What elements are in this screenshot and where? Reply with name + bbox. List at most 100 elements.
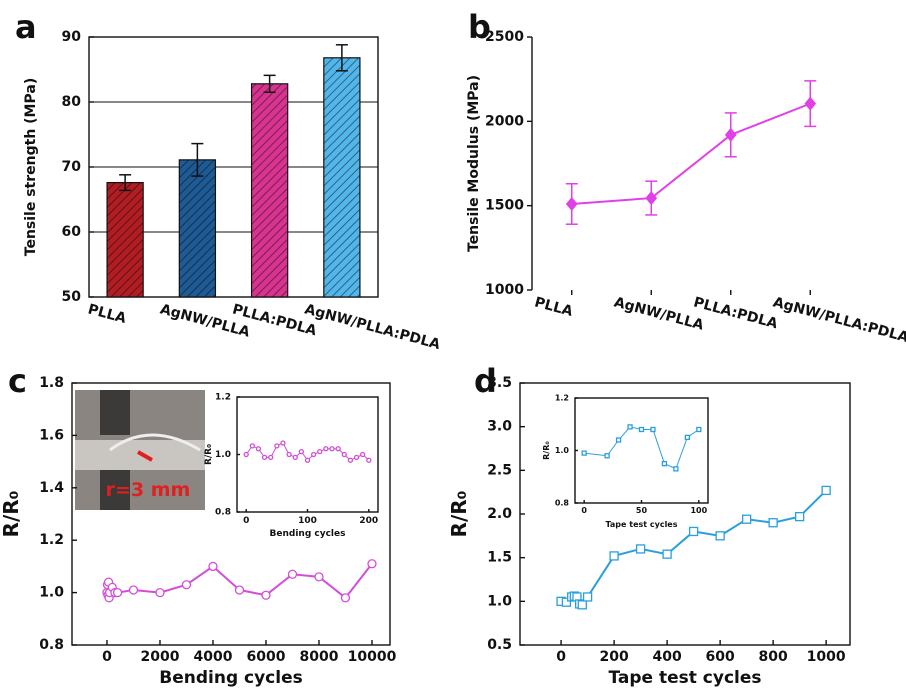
marker xyxy=(696,426,702,433)
photo-film xyxy=(109,433,201,452)
photo-arrow xyxy=(137,450,153,462)
y-tick-label: 1.2 xyxy=(555,394,569,403)
x-tick-label: 4000 xyxy=(193,649,232,665)
bar xyxy=(178,159,217,298)
photo-clamp xyxy=(100,390,130,435)
marker xyxy=(286,451,292,458)
y-axis-label: R/R₀ xyxy=(0,491,23,538)
panel-label: a xyxy=(15,8,37,46)
panel-label: c xyxy=(8,362,27,400)
marker xyxy=(274,443,280,449)
marker xyxy=(604,453,610,459)
marker xyxy=(715,531,725,541)
marker xyxy=(341,451,347,458)
data-line xyxy=(571,102,811,205)
marker xyxy=(561,597,572,607)
y-tick-label: 1.4 xyxy=(39,480,64,496)
marker xyxy=(645,191,658,206)
x-tick-label: 200 xyxy=(359,516,378,526)
marker xyxy=(360,451,366,458)
marker xyxy=(684,434,691,441)
x-tick-label: 400 xyxy=(652,649,681,665)
marker xyxy=(367,559,377,569)
y-tick-label: 0.8 xyxy=(215,508,231,518)
marker xyxy=(249,443,255,449)
marker xyxy=(208,561,218,572)
x-tick-label: 1000 xyxy=(807,649,846,665)
y-tick-label: 90 xyxy=(62,29,82,45)
marker xyxy=(304,457,311,463)
y-axis-label: R/R₀ xyxy=(542,441,551,460)
marker xyxy=(638,426,645,433)
plot-frame xyxy=(236,396,379,513)
x-tick-label: 0 xyxy=(581,506,587,515)
x-tick-label: AgNW/PLLA:PDLA xyxy=(303,301,442,353)
y-tick-label: 1.5 xyxy=(487,550,512,566)
x-tick-label: PLLA xyxy=(533,294,575,320)
marker xyxy=(317,448,323,455)
plot-frame xyxy=(71,382,391,646)
x-tick-label: 0 xyxy=(243,516,249,526)
marker xyxy=(268,454,274,461)
marker xyxy=(255,446,262,452)
marker xyxy=(310,451,317,458)
marker xyxy=(243,451,249,458)
marker xyxy=(280,440,286,446)
marker xyxy=(662,549,672,559)
y-tick-label: 1.6 xyxy=(39,427,64,443)
y-tick-label: 3.0 xyxy=(487,419,512,435)
marker xyxy=(292,454,298,461)
y-axis-label: Tensile strength (MPa) xyxy=(23,78,39,256)
x-tick-label: 0 xyxy=(102,649,112,665)
marker xyxy=(581,450,587,456)
y-tick-label: 3.5 xyxy=(487,375,512,391)
data-line xyxy=(584,426,700,470)
x-tick-label: 100 xyxy=(690,506,707,515)
marker xyxy=(650,426,656,433)
panel-label: d xyxy=(474,362,497,400)
marker xyxy=(261,590,271,600)
y-tick-label: 1.0 xyxy=(487,593,512,609)
y-tick-label: 60 xyxy=(62,224,82,240)
x-tick-label: 200 xyxy=(599,649,628,665)
marker xyxy=(821,485,831,496)
x-tick-label: 800 xyxy=(759,649,788,665)
x-axis-label: Tape test cycles xyxy=(605,520,677,529)
y-tick-label: 2500 xyxy=(485,29,524,45)
photo-clamp xyxy=(100,470,130,510)
marker xyxy=(181,580,192,590)
marker xyxy=(724,127,737,142)
y-axis-label: Tensile Modulus (MPa) xyxy=(466,75,482,252)
marker xyxy=(366,457,372,463)
y-tick-label: 0.5 xyxy=(487,637,512,653)
marker xyxy=(768,518,778,528)
x-axis-label: Bending cycles xyxy=(270,529,346,539)
marker xyxy=(234,585,245,595)
x-tick-label: 8000 xyxy=(299,649,338,665)
x-tick-label: 10000 xyxy=(348,649,397,665)
y-tick-label: 2.5 xyxy=(487,462,512,478)
x-tick-label: 50 xyxy=(636,506,648,515)
marker xyxy=(340,593,351,603)
y-tick-label: 1000 xyxy=(485,282,524,298)
x-tick-label: AgNW/PLLA xyxy=(612,294,705,333)
x-tick-label: 2000 xyxy=(140,649,179,665)
y-tick-label: 0.8 xyxy=(555,499,570,508)
y-tick-label: 1.8 xyxy=(39,375,64,391)
photo: r=3 mm xyxy=(75,390,205,510)
marker xyxy=(688,526,699,537)
y-tick-label: 1.0 xyxy=(39,585,64,601)
marker xyxy=(565,196,578,211)
x-axis-label: Bending cycles xyxy=(159,668,303,688)
photo-annotation: r=3 mm xyxy=(106,479,191,501)
y-tick-label: 1.2 xyxy=(215,393,231,403)
marker xyxy=(314,572,324,582)
y-tick-label: 2000 xyxy=(485,113,524,129)
y-tick-label: 0.8 xyxy=(39,637,64,653)
marker xyxy=(329,446,335,452)
x-tick-label: 600 xyxy=(706,649,735,665)
bar xyxy=(250,83,289,298)
marker xyxy=(741,514,752,524)
